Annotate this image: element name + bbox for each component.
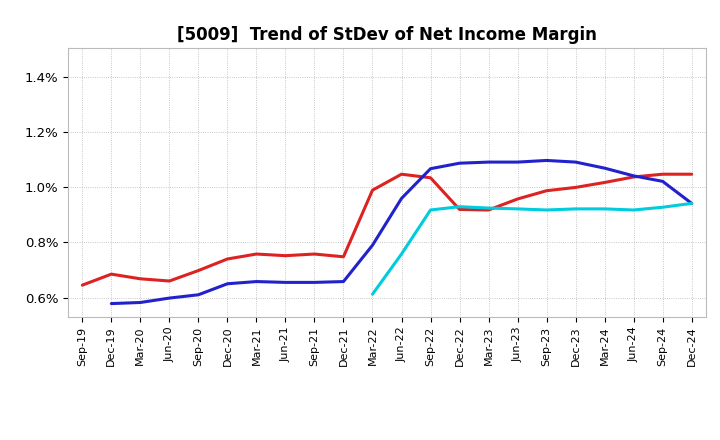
Title: [5009]  Trend of StDev of Net Income Margin: [5009] Trend of StDev of Net Income Marg… (177, 26, 597, 44)
